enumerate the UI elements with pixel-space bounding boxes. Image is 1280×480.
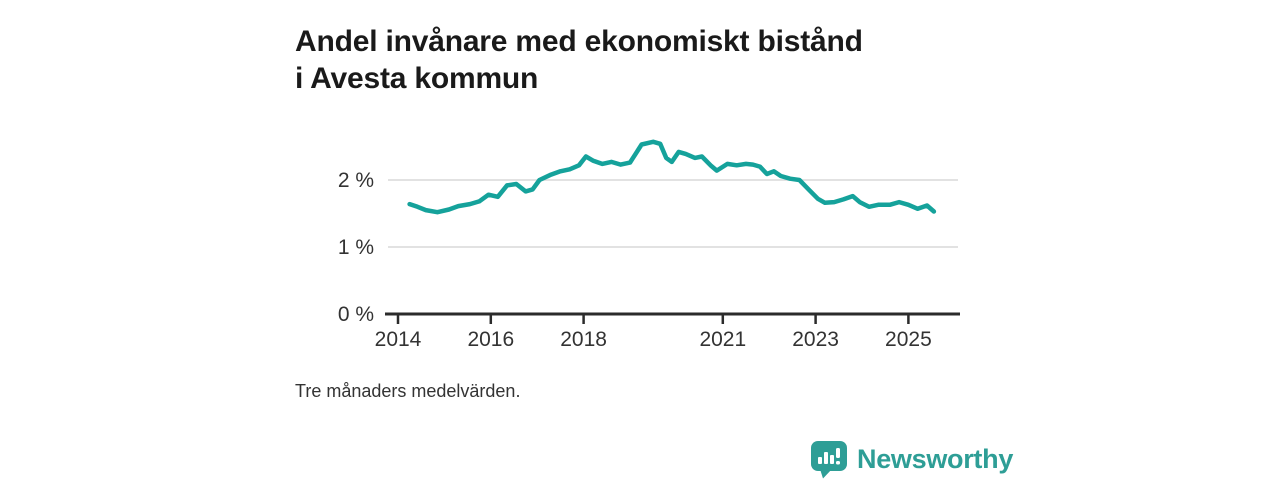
y-axis-tick-label: 2 % bbox=[338, 169, 374, 192]
x-axis-tick-label: 2014 bbox=[375, 328, 422, 351]
newsworthy-logo-text: Newsworthy bbox=[857, 444, 1014, 474]
chart-title: Andel invånare med ekonomiskt bistånd i … bbox=[295, 25, 863, 95]
x-axis-tick-label: 2016 bbox=[467, 328, 514, 351]
chart-footnote: Tre månaders medelvärden. bbox=[295, 381, 521, 401]
y-axis-tick-label: 1 % bbox=[338, 236, 374, 259]
y-axis-tick-label: 0 % bbox=[338, 303, 374, 326]
bar-chart-speech-bubble-icon bbox=[811, 441, 847, 479]
x-axis-tick-label: 2025 bbox=[885, 328, 932, 351]
x-axis-tick-label: 2021 bbox=[699, 328, 746, 351]
newsworthy-logo: Newsworthy bbox=[810, 440, 1013, 479]
x-axis-tick-label: 2023 bbox=[792, 328, 839, 351]
data-line-series bbox=[407, 139, 937, 215]
x-axis-tick-label: 2018 bbox=[560, 328, 607, 351]
